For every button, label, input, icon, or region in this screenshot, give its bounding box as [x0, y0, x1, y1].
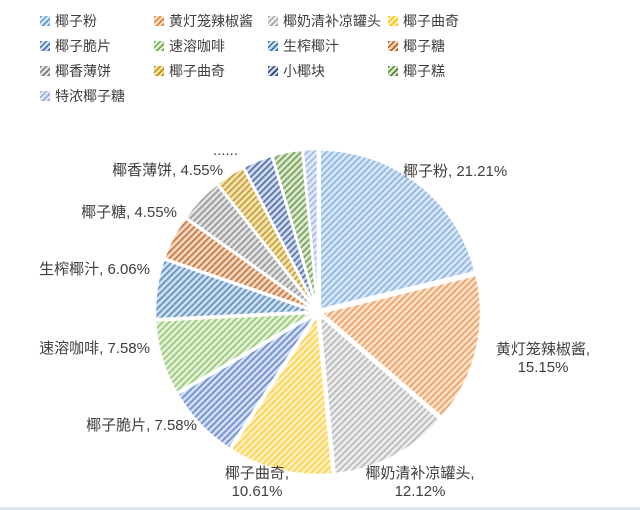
legend-swatch-icon [40, 41, 50, 51]
legend-item: 椰子曲奇 [154, 63, 225, 79]
legend-item: 椰子脆片 [40, 38, 111, 54]
pie-data-label: 椰子粉, 21.21% [403, 163, 553, 181]
pie-slice [319, 273, 483, 419]
legend-item: 速溶咖啡 [154, 38, 225, 54]
legend-label: 小椰块 [283, 63, 325, 79]
pie-slice [229, 313, 334, 477]
legend-label: 椰子糖 [403, 38, 445, 54]
more-slices-ellipsis-label: ...... [213, 142, 273, 160]
pie-data-label-line: 10.61% [231, 483, 283, 500]
pie-data-label: 椰香薄饼, 4.55% [83, 162, 223, 180]
legend-item: 椰子糖 [388, 38, 445, 54]
legend-label: 椰奶清补凉罐头 [283, 13, 381, 29]
legend-swatch-icon [268, 66, 278, 76]
pie-data-label: 黄灯笼辣椒酱, 15.15% [468, 341, 618, 377]
legend-label: 椰子粉 [55, 13, 97, 29]
pie-data-label: 生榨椰汁, 6.06% [10, 261, 150, 279]
legend-swatch-icon [388, 16, 398, 26]
pie-data-label: 椰子糖, 4.55% [37, 204, 177, 222]
legend-swatch-icon [40, 16, 50, 26]
legend-label: 速溶咖啡 [169, 38, 225, 54]
pie-data-label: 椰子曲奇, 10.61% [182, 465, 332, 501]
legend-label: 生榨椰汁 [283, 38, 339, 54]
legend-item: 椰子糕 [388, 63, 445, 79]
legend-item: 椰子粉 [40, 13, 97, 29]
legend-swatch-icon [154, 41, 164, 51]
legend-label: 椰子曲奇 [403, 13, 459, 29]
legend-label: 椰香薄饼 [55, 63, 111, 79]
pie-slice [301, 147, 320, 311]
legend-swatch-icon [388, 41, 398, 51]
pie-data-label-line: 生榨椰汁, 6.06% [39, 261, 150, 278]
pie-data-label-line: ...... [213, 142, 239, 159]
legend-label: 椰子糕 [403, 63, 445, 79]
legend-item: 黄灯笼辣椒酱 [154, 13, 253, 29]
pie-data-label-line: 15.15% [517, 359, 569, 376]
legend-item: 椰奶清补凉罐头 [268, 13, 381, 29]
pie-data-label-line: 椰子曲奇, [224, 465, 290, 482]
pie-data-label-line: 椰香薄饼, 4.55% [112, 162, 223, 179]
pie-data-label-line: 椰子粉, 21.21% [403, 163, 508, 180]
legend-label: 特浓椰子糖 [55, 88, 125, 104]
pie-slice [318, 148, 477, 311]
pie-data-label-line: 速溶咖啡, 7.58% [39, 340, 150, 357]
legend-swatch-icon [40, 91, 50, 101]
pie-slice [318, 313, 442, 476]
pie-data-label-line: 椰子脆片, 7.58% [86, 417, 197, 434]
legend-label: 椰子脆片 [55, 38, 111, 54]
legend-item: 特浓椰子糖 [40, 88, 125, 104]
bottom-border-strip [0, 507, 640, 510]
legend-item: 小椰块 [268, 63, 325, 79]
legend-item: 椰子曲奇 [388, 13, 459, 29]
legend-swatch-icon [40, 66, 50, 76]
legend-swatch-icon [154, 66, 164, 76]
pie-data-label-line: 12.12% [394, 483, 446, 500]
legend-label: 黄灯笼辣椒酱 [169, 13, 253, 29]
legend-swatch-icon [268, 16, 278, 26]
legend-label: 椰子曲奇 [169, 63, 225, 79]
legend-swatch-icon [268, 41, 278, 51]
legend-item: 椰香薄饼 [40, 63, 111, 79]
legend-swatch-icon [388, 66, 398, 76]
pie-data-label-line: 椰奶清补凉罐头, [365, 465, 475, 482]
legend-item: 生榨椰汁 [268, 38, 339, 54]
pie-data-label-line: 椰子糖, 4.55% [81, 204, 177, 221]
pie-slice [176, 312, 318, 450]
pie-slice [154, 311, 317, 395]
pie-data-label-line: 黄灯笼辣椒酱, [495, 341, 591, 358]
pie-data-label: 椰奶清补凉罐头, 12.12% [345, 465, 495, 501]
pie-data-label: 椰子脆片, 7.58% [57, 417, 197, 435]
legend-swatch-icon [154, 16, 164, 26]
pie-data-label: 速溶咖啡, 7.58% [10, 340, 150, 358]
